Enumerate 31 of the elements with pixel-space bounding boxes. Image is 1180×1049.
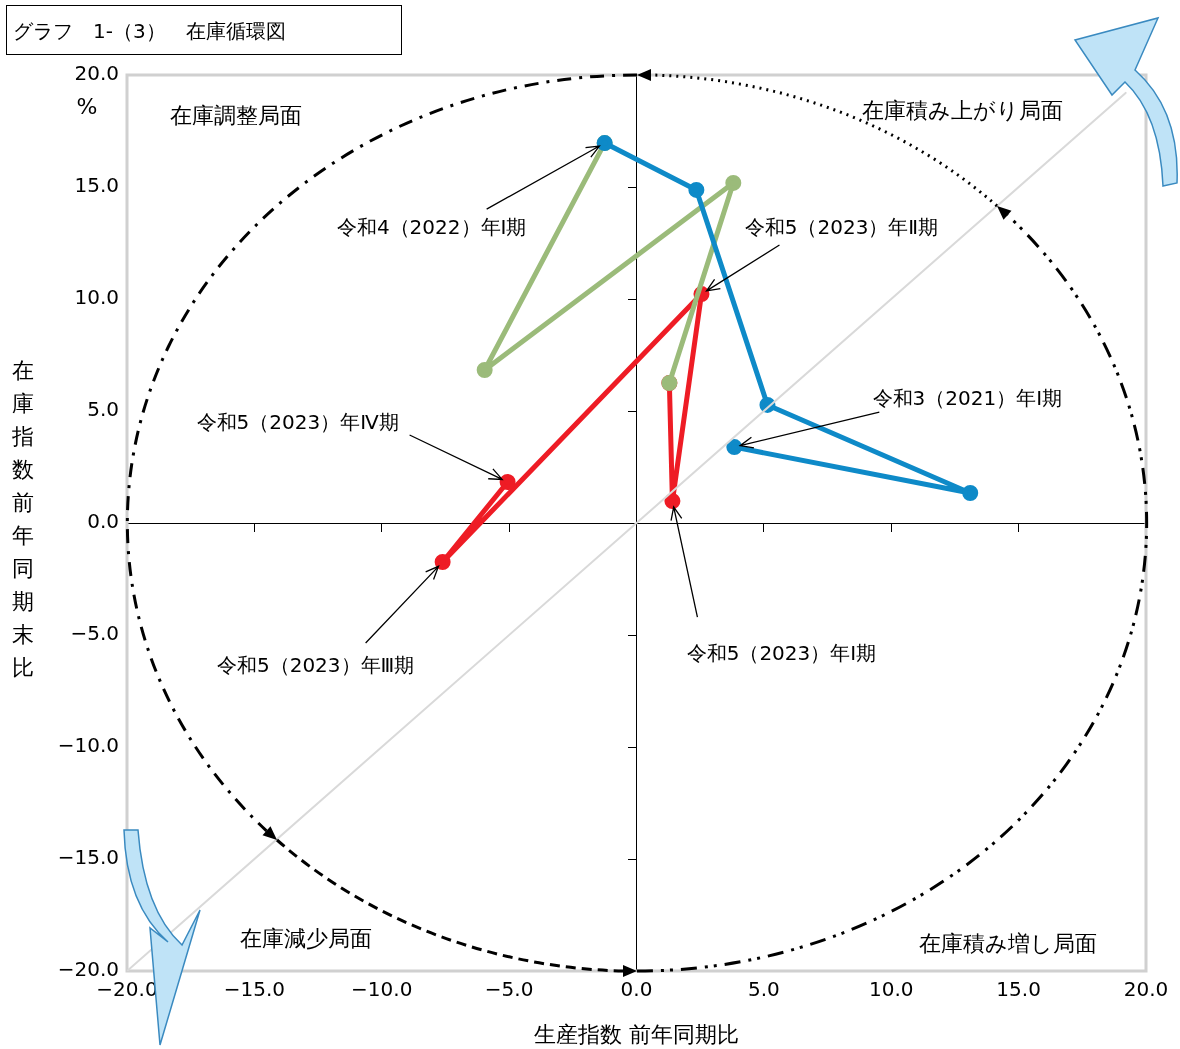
x-tick-label: 5.0 <box>747 977 780 1002</box>
y-tick-label: 15.0 <box>74 173 119 198</box>
x-axis-title: 生産指数 前年同期比 <box>534 1021 739 1047</box>
text: % <box>76 93 98 119</box>
x-tick-label: −10.0 <box>351 977 413 1002</box>
annotation: 在庫積み増し局面 <box>919 930 1097 956</box>
annotation: 令和5（2023）年Ⅱ期 <box>744 215 939 240</box>
x-tick-label: 10.0 <box>868 977 914 1002</box>
annotation: 在庫調整局面 <box>170 102 302 128</box>
y-tick-label: −10.0 <box>57 733 119 758</box>
y-tick-label: 0.0 <box>87 509 119 534</box>
x-tick-label: −5.0 <box>484 977 534 1002</box>
x-tick-label: 15.0 <box>996 977 1041 1002</box>
annotation: 在庫減少局面 <box>240 925 372 951</box>
annotation: 在庫積み上がり局面 <box>861 97 1063 123</box>
y-tick-label: 20.0 <box>74 61 119 86</box>
annotation: 令和5（2023）年Ⅳ期 <box>196 410 399 435</box>
y-tick-label: 5.0 <box>87 397 119 422</box>
annotation: 令和5（2023）年Ⅰ期 <box>686 641 877 666</box>
y-tick-label: −5.0 <box>70 621 119 646</box>
y-tick-label: −15.0 <box>57 845 119 870</box>
annotation: 令和3（2021）年Ⅰ期 <box>872 386 1063 411</box>
chart-title: グラフ 1-（3） 在庫循環図 <box>6 5 402 55</box>
annotation: 令和4（2022）年Ⅰ期 <box>336 215 527 240</box>
y-tick-label: −20.0 <box>57 957 119 982</box>
annotation: 令和5（2023）年Ⅲ期 <box>216 653 415 678</box>
x-tick-label: −15.0 <box>223 977 286 1002</box>
x-tick-label: 0.0 <box>620 977 653 1002</box>
text: 在庫指数前年同期末比 <box>12 358 34 680</box>
x-tick-label: 20.0 <box>1123 977 1169 1002</box>
y-tick-label: 10.0 <box>74 285 119 310</box>
